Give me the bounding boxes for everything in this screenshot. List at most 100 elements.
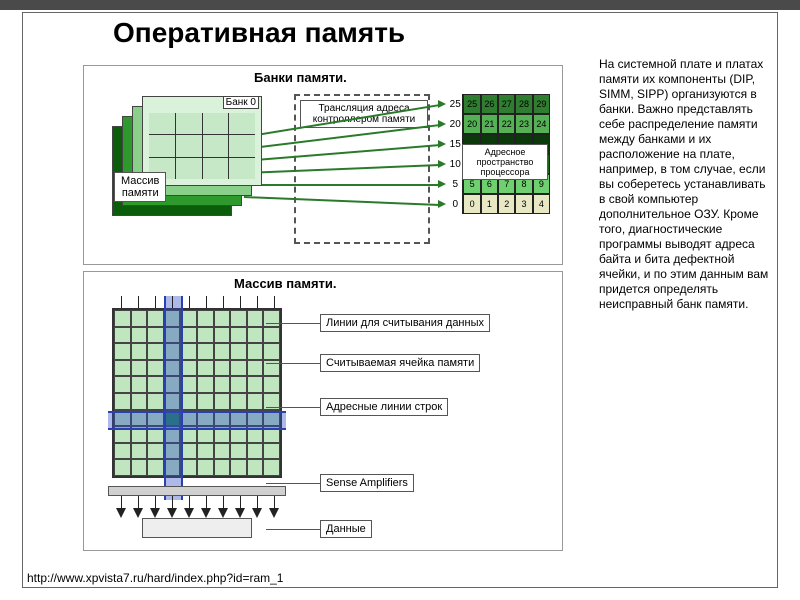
memory-cell bbox=[131, 310, 148, 327]
memory-cell bbox=[214, 327, 231, 344]
read-line bbox=[138, 296, 139, 308]
banks-diagram-title: Банки памяти. bbox=[254, 70, 347, 85]
address-cell: 25 bbox=[463, 94, 480, 114]
down-arrow-icon bbox=[133, 508, 143, 518]
address-cell: 29 bbox=[533, 94, 550, 114]
address-row: 202021222324 bbox=[448, 114, 550, 134]
memory-cell bbox=[214, 393, 231, 410]
memory-array-title: Массив памяти. bbox=[234, 276, 337, 291]
read-line bbox=[257, 296, 258, 308]
memory-cell bbox=[131, 327, 148, 344]
memory-cell bbox=[114, 360, 131, 377]
memory-cell bbox=[197, 459, 214, 476]
memory-cell bbox=[147, 459, 164, 476]
arrow-head-icon bbox=[438, 100, 446, 108]
address-cell: 4 bbox=[533, 194, 550, 214]
memory-cell bbox=[147, 376, 164, 393]
memory-cell bbox=[197, 327, 214, 344]
description-paragraph: На системной плате и платах памяти их ко… bbox=[599, 57, 769, 312]
arrow-head-icon bbox=[438, 200, 446, 208]
memory-cell bbox=[114, 327, 131, 344]
memory-cell bbox=[263, 376, 280, 393]
memory-cell bbox=[214, 459, 231, 476]
memory-cell bbox=[247, 327, 264, 344]
memory-cell bbox=[247, 393, 264, 410]
memory-cell bbox=[263, 327, 280, 344]
memory-array-label: Массив памяти bbox=[114, 172, 166, 202]
memory-cell bbox=[131, 376, 148, 393]
leader-line bbox=[266, 363, 320, 364]
memory-cell bbox=[147, 393, 164, 410]
address-cell: 0 bbox=[463, 194, 480, 214]
memory-grid bbox=[112, 308, 282, 478]
legend-label: Sense Amplifiers bbox=[320, 474, 414, 492]
memory-cell bbox=[230, 459, 247, 476]
read-line bbox=[206, 296, 207, 308]
memory-cell bbox=[263, 310, 280, 327]
read-line bbox=[240, 296, 241, 308]
memory-cell bbox=[214, 443, 231, 460]
memory-cell bbox=[230, 310, 247, 327]
memory-cell bbox=[214, 376, 231, 393]
bank-label: Банк 0 bbox=[223, 96, 259, 109]
legend-label: Линии для считывания данных bbox=[320, 314, 490, 332]
address-row-offset: 25 bbox=[448, 94, 463, 114]
address-cell: 23 bbox=[515, 114, 532, 134]
memory-cell bbox=[197, 443, 214, 460]
arrow-head-icon bbox=[438, 160, 446, 168]
memory-cell bbox=[263, 343, 280, 360]
down-arrow-icon bbox=[252, 508, 262, 518]
source-url: http://www.xpvista7.ru/hard/index.php?id… bbox=[27, 571, 283, 585]
memory-cell bbox=[197, 343, 214, 360]
down-arrow-icon bbox=[184, 508, 194, 518]
memory-cell bbox=[114, 310, 131, 327]
down-arrow-icon bbox=[235, 508, 245, 518]
memory-cell bbox=[114, 459, 131, 476]
memory-cell bbox=[247, 459, 264, 476]
memory-cell bbox=[197, 360, 214, 377]
memory-cell bbox=[214, 343, 231, 360]
arrow-head-icon bbox=[438, 140, 446, 148]
memory-cell bbox=[247, 310, 264, 327]
address-row: 252526272829 bbox=[448, 94, 550, 114]
data-output-box bbox=[142, 518, 252, 538]
address-cell: 24 bbox=[533, 114, 550, 134]
read-line bbox=[172, 296, 173, 308]
address-cell: 26 bbox=[481, 94, 498, 114]
memory-cell bbox=[197, 376, 214, 393]
address-cell: 27 bbox=[498, 94, 515, 114]
memory-cell bbox=[131, 393, 148, 410]
memory-cell bbox=[230, 376, 247, 393]
memory-cell bbox=[197, 393, 214, 410]
arrow-head-icon bbox=[438, 120, 446, 128]
read-line bbox=[155, 296, 156, 308]
memory-cell bbox=[263, 459, 280, 476]
memory-cell bbox=[114, 443, 131, 460]
legend-label: Данные bbox=[320, 520, 372, 538]
down-arrow-icon bbox=[150, 508, 160, 518]
row-highlight bbox=[108, 411, 286, 430]
address-arrow bbox=[244, 184, 440, 186]
read-line bbox=[121, 296, 122, 308]
memory-cell bbox=[147, 343, 164, 360]
memory-cell bbox=[247, 376, 264, 393]
window-chrome-bar bbox=[0, 0, 800, 10]
address-cell: 3 bbox=[515, 194, 532, 214]
memory-cell bbox=[247, 360, 264, 377]
read-line bbox=[189, 296, 190, 308]
memory-cell bbox=[214, 360, 231, 377]
address-cell: 1 bbox=[481, 194, 498, 214]
memory-cell bbox=[114, 343, 131, 360]
memory-cell bbox=[230, 327, 247, 344]
memory-cell bbox=[230, 443, 247, 460]
slide-frame: Оперативная память На системной плате и … bbox=[22, 12, 778, 588]
memory-cell bbox=[230, 360, 247, 377]
memory-cell bbox=[131, 443, 148, 460]
memory-cell bbox=[247, 343, 264, 360]
address-space-label: Адресное пространство процессора bbox=[462, 144, 548, 180]
legend-label: Считываемая ячейка памяти bbox=[320, 354, 480, 372]
memory-array-diagram: Массив памяти. Линии для считывания данн… bbox=[83, 271, 563, 551]
down-arrow-icon bbox=[201, 508, 211, 518]
leader-line bbox=[266, 529, 320, 530]
memory-cell bbox=[114, 393, 131, 410]
